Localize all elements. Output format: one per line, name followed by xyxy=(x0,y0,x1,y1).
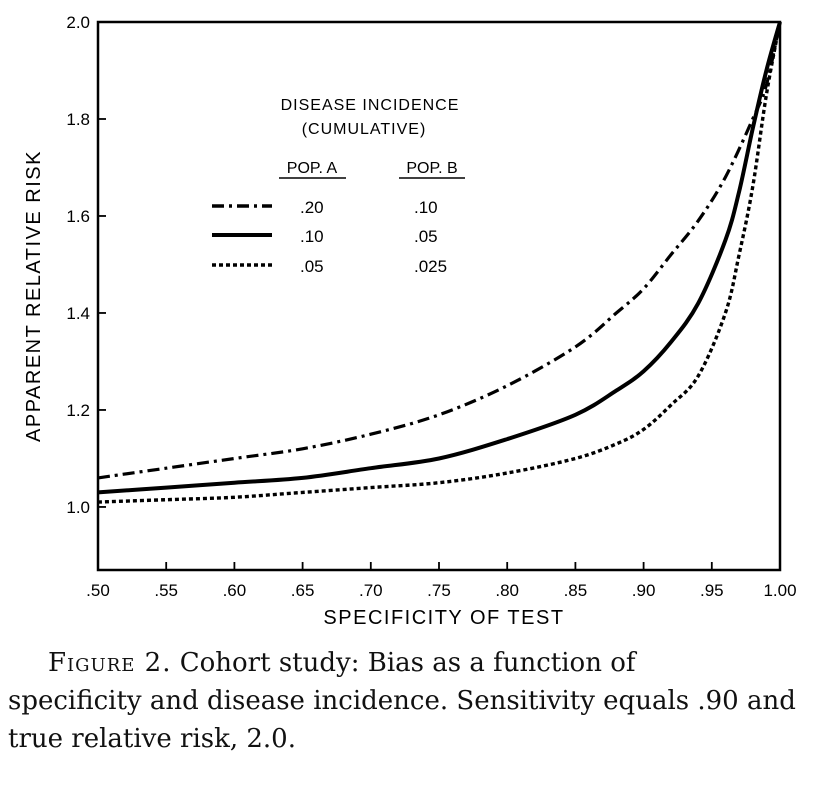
x-axis-label: SPECIFICITY OF TEST xyxy=(323,607,564,629)
x-tick-label: .95 xyxy=(700,581,724,600)
caption-first-line: Figure 2. Cohort study: Bias as a functi… xyxy=(8,644,828,682)
axis-ticks: .50 .55 .60 .65 .70 .75 .80 .85 .90 .95 1.00 1.0 1.2… xyxy=(66,13,796,600)
legend-row2-pop-a: .10 xyxy=(300,227,324,246)
x-tick-label: .85 xyxy=(564,581,588,600)
y-tick-label: 1.6 xyxy=(66,207,90,226)
y-axis-label: APPARENT RELATIVE RISK xyxy=(23,150,45,442)
legend: DISEASE INCIDENCE (CUMULATIVE) POP. A PO… xyxy=(212,97,465,276)
legend-row2-pop-b: .05 xyxy=(414,227,438,246)
x-tick-label: .90 xyxy=(632,581,656,600)
x-tick-label: .70 xyxy=(359,581,383,600)
legend-title-line2: (CUMULATIVE) xyxy=(302,121,427,138)
y-tick-label: 2.0 xyxy=(66,13,90,32)
legend-row1-pop-a: .20 xyxy=(300,198,324,217)
y-tick-label: 1.0 xyxy=(66,498,90,517)
series-lines xyxy=(97,21,782,504)
caption-text-rest: specificity and disease incidence. Sensi… xyxy=(8,686,796,754)
series-line-dotted xyxy=(97,21,782,504)
legend-row3-pop-b: .025 xyxy=(414,257,447,276)
caption-text-line1: Cohort study: Bias as a function of xyxy=(179,648,636,678)
x-tick-label: .65 xyxy=(291,581,315,600)
x-tick-label: .60 xyxy=(223,581,247,600)
series-line-dash-dot xyxy=(97,21,782,480)
legend-col-a-header: POP. A xyxy=(287,160,338,177)
legend-row1-pop-b: .10 xyxy=(414,198,438,217)
y-tick-label: 1.4 xyxy=(66,304,90,323)
y-tick-label: 1.8 xyxy=(66,110,90,129)
figure-caption: Figure 2. Cohort study: Bias as a functi… xyxy=(8,644,828,758)
legend-row3-pop-a: .05 xyxy=(300,257,324,276)
caption-label: Figure 2. xyxy=(48,648,172,678)
x-tick-label: 1.00 xyxy=(763,581,796,600)
x-tick-label: .80 xyxy=(495,581,519,600)
series-line-solid xyxy=(97,21,782,495)
legend-title-line1: DISEASE INCIDENCE xyxy=(281,97,460,114)
x-tick-label: .50 xyxy=(86,581,110,600)
x-tick-label: .75 xyxy=(427,581,451,600)
chart: .50 .55 .60 .65 .70 .75 .80 .85 .90 .95 1.00 1.0 1.2… xyxy=(23,13,797,629)
y-tick-label: 1.2 xyxy=(66,401,90,420)
x-tick-label: .55 xyxy=(154,581,178,600)
legend-col-b-header: POP. B xyxy=(406,160,457,177)
